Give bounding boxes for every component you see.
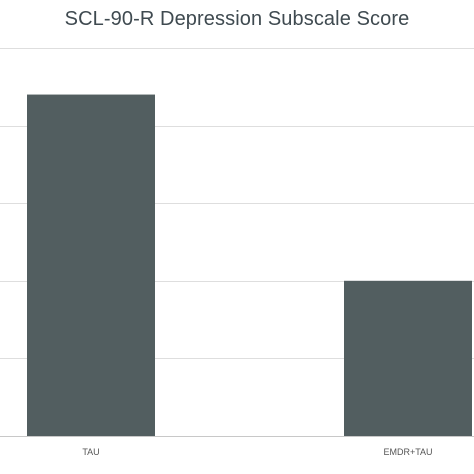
- chart-title: SCL-90-R Depression Subscale Score: [64, 8, 410, 30]
- x-tick-label: EMDR+TAU: [383, 447, 432, 457]
- category-labels: TAU EMDR+TAU: [82, 447, 432, 457]
- bars: [27, 94, 472, 436]
- x-tick-label: TAU: [82, 447, 99, 457]
- bar-emdr-tau: [344, 280, 472, 436]
- bar-tau: [27, 94, 155, 436]
